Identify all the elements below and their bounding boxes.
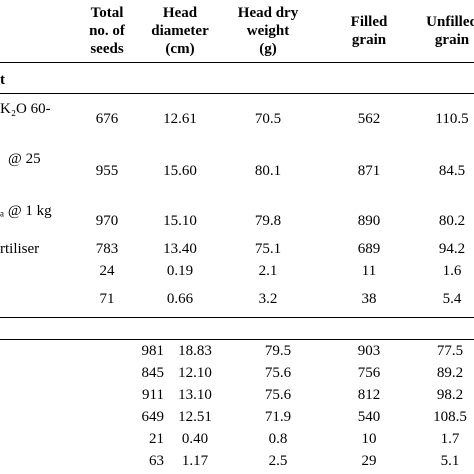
table-cell: 15.10: [163, 213, 197, 229]
table-cell: 80.2: [438, 213, 466, 229]
header-line: Head dry: [237, 5, 299, 21]
table-cell: 15.60: [163, 163, 197, 179]
header-head-dry-weight: Head dry weight (g): [228, 4, 308, 58]
table-cell: 0.40: [181, 431, 209, 447]
table-cell: 12.51: [178, 409, 212, 425]
header-unfilled-grain: Unfilled grain: [410, 13, 474, 49]
table-cell: 80.1: [254, 163, 282, 179]
table-cell: 1.6: [442, 263, 462, 279]
table-cell: 79.8: [254, 213, 282, 229]
table-cell: 98.2: [436, 387, 464, 403]
table-cell: 5.1: [440, 453, 460, 469]
header-line: (cm): [165, 41, 195, 57]
header-total-seeds: Total no. of seeds: [78, 4, 136, 58]
table-cell: 981: [141, 343, 165, 359]
table-cell: 5.4: [442, 291, 462, 307]
row-label: K₂O 60-: [0, 101, 51, 117]
header-line: (g): [259, 41, 277, 57]
table-cell: 890: [357, 213, 381, 229]
table-cell: 71.9: [264, 409, 292, 425]
table-cell: 903: [357, 343, 381, 359]
table-cell: 77.5: [436, 343, 464, 359]
table-cell: 562: [357, 111, 381, 127]
table-cell: 10: [361, 431, 377, 447]
header-line: Head: [162, 5, 198, 21]
header-line: weight: [246, 23, 290, 39]
table-cell: 0.8: [268, 431, 288, 447]
table-cell: 970: [95, 213, 119, 229]
table-cell: 21: [149, 431, 164, 447]
table-cell: 70.5: [254, 111, 282, 127]
table-cell: 89.2: [436, 365, 464, 381]
table-cell: 1.7: [440, 431, 460, 447]
table-cell: 955: [95, 163, 119, 179]
table-cell: 94.2: [438, 241, 466, 257]
table-cell: 24: [99, 263, 115, 279]
row-label: ₐ @ 1 kg: [0, 203, 52, 219]
table-cell: 18.83: [178, 343, 212, 359]
table-cell: 1.17: [181, 453, 209, 469]
table-cell: 13.40: [163, 241, 197, 257]
table-cell: 11: [361, 263, 377, 279]
section-label: t: [0, 72, 5, 88]
table-cell: 0.19: [166, 263, 194, 279]
header-filled-grain: Filled grain: [340, 13, 398, 49]
table-cell: 75.1: [254, 241, 282, 257]
row-label: rtiliser: [0, 241, 40, 257]
table-cell: 649: [141, 409, 165, 425]
header-line: grain: [434, 32, 470, 48]
table-cell: 75.6: [264, 365, 292, 381]
table-cell: 63: [149, 453, 164, 469]
table-cell: 2.1: [258, 263, 278, 279]
header-line: Unfilled: [426, 14, 474, 30]
section-rule: [0, 93, 474, 94]
table-cell: 12.10: [178, 365, 212, 381]
table-cell: 676: [95, 111, 119, 127]
table-cell: 540: [357, 409, 381, 425]
header-rule: [0, 62, 474, 63]
table-cell: 911: [142, 387, 164, 403]
row-label: @ 25: [8, 151, 41, 167]
table-cell: 689: [357, 241, 381, 257]
table-cell: 108.5: [433, 409, 467, 425]
table-cell: 71: [99, 291, 115, 307]
table-cell: 3.2: [258, 291, 278, 307]
table-cell: 783: [95, 241, 119, 257]
section-rule: [0, 339, 474, 340]
header-line: no. of: [89, 23, 125, 39]
table-cell: 110.5: [435, 111, 469, 127]
header-line: Total: [90, 5, 124, 21]
table-cell: 79.5: [264, 343, 292, 359]
table-cell: 2.5: [268, 453, 288, 469]
table-cell: 84.5: [438, 163, 466, 179]
table-cell: 12.61: [163, 111, 197, 127]
table-cell: 75.6: [264, 387, 292, 403]
header-line: Filled: [350, 14, 388, 30]
table-cell: 0.66: [166, 291, 194, 307]
header-head-diameter: Head diameter (cm): [140, 4, 220, 58]
table-cell: 871: [357, 163, 381, 179]
table-cell: 13.10: [178, 387, 212, 403]
table-cell: 29: [361, 453, 377, 469]
table-cell: 845: [141, 365, 165, 381]
header-line: diameter: [151, 23, 209, 39]
table-cell: 756: [357, 365, 381, 381]
table-cell: 38: [361, 291, 377, 307]
section-rule: [0, 317, 474, 318]
header-line: grain: [351, 32, 387, 48]
table-cell: 812: [357, 387, 381, 403]
header-line: seeds: [90, 41, 124, 57]
